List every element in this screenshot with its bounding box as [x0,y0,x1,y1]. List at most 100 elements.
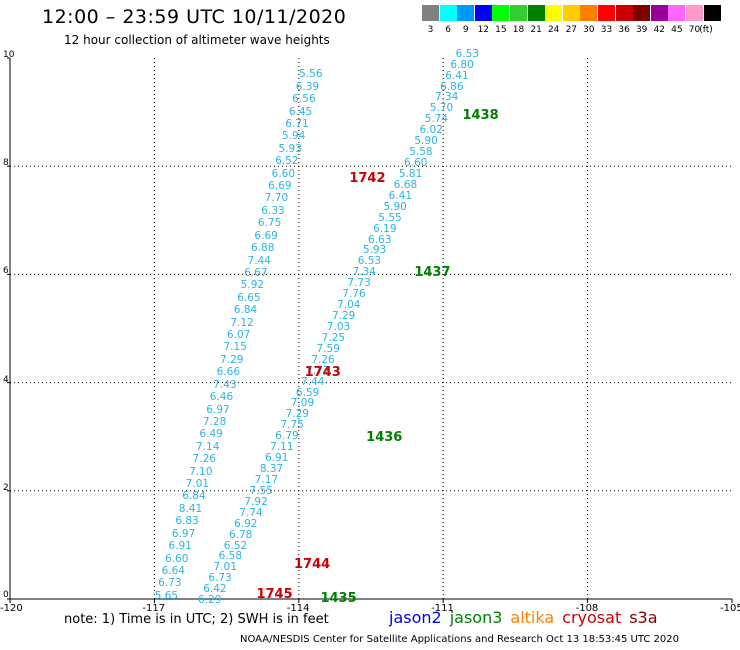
color-scale-label: 27 [565,25,578,35]
pass-time-label: 1743 [304,364,341,380]
wave-height-value: 5.55 [378,211,402,224]
wave-height-value: 7.29 [220,353,244,366]
y-tick-label: 6 [3,266,9,277]
wave-height-value: 6.60 [404,157,428,170]
wave-height-value: 6.53 [357,255,382,268]
wave-height-value: 7.73 [347,277,371,290]
color-scale-label: 36 [618,25,630,35]
x-tick-label: -117 [142,603,166,614]
color-scale-label: 39 [635,25,648,35]
wave-height-value: 7.26 [311,353,335,366]
wave-height-value: 7.12 [230,316,254,329]
wave-height-value: 8.41 [178,502,203,515]
satellite-legend-jason3: jason3 [449,608,503,627]
wave-height-value: 6.83 [175,515,199,528]
wave-height-value: 6.46 [209,391,234,404]
wave-height-value: 6.39 [295,80,320,93]
y-tick-label: 8 [3,158,9,169]
wave-height-value: 7.17 [254,473,279,486]
wave-height-value: 7.26 [192,453,216,466]
wave-height-value: 5.65 [154,589,179,602]
color-scale-label: 45 [671,25,683,35]
wave-height-value: 6.97 [171,527,196,540]
wave-height-value: 7.34 [352,266,376,279]
pass-time-label: 1744 [293,556,331,572]
wave-height-value: 6.67 [244,266,268,279]
wave-height-value: 6.84 [233,304,258,317]
wave-height-value: 5.90 [383,200,407,213]
pass-time-label: 1436 [366,430,403,446]
wave-height-value: 6.88 [250,242,275,255]
wave-height-value: 8.37 [259,463,284,476]
wave-height-value: 5.93 [362,244,387,257]
wave-height-value: 6.19 [373,222,397,235]
color-scale-label: 15 [495,25,507,35]
page-title: 12:00 – 23:59 UTC 10/11/2020 [42,6,347,28]
wave-height-value: 7.76 [342,288,366,301]
wave-height-value: 7.10 [189,465,213,478]
wave-height-value: 7.28 [202,415,227,428]
wave-height-value: 6.07 [226,329,251,342]
wave-height-value: 5.90 [414,135,438,148]
wave-height-value: 5.56 [299,68,323,81]
wave-height-value: 6.33 [261,204,285,217]
color-scale-label: 42 [653,25,666,35]
color-scale-swatch [510,5,527,21]
wave-height-value: 6.29 [198,594,222,607]
color-scale-label: 18 [512,25,525,35]
wave-height-value: 6.52 [223,539,248,552]
wave-height-value: 6.53 [455,47,479,60]
color-scale-swatch [633,5,651,21]
satellite-legend-s3a: s3a [629,608,658,627]
pass-time-label: 1438 [462,108,499,124]
wave-height-value: 7.70 [264,192,289,205]
color-scale-swatch [615,5,633,21]
wave-height-value: 6.52 [275,155,299,168]
wave-height-value: 7.25 [321,331,346,344]
wave-height-value: 6.84 [182,490,206,503]
color-scale-swatch [439,5,457,21]
pass-time-label: 1745 [256,587,293,603]
wave-height-value: 6.41 [388,189,413,202]
satellite-legend: jason2 jason3 altika cryosat s3a [389,608,666,627]
wave-height-value: 7.04 [337,299,361,312]
wave-height-value: 6.60 [271,167,296,180]
wave-height-value: 6.68 [393,178,418,191]
color-scale-label: 30 [583,25,595,35]
color-scale-swatch [422,5,439,21]
x-tick-label: -105 [720,603,740,614]
wave-height-value: 6.91 [265,452,289,465]
color-scale-swatch [492,5,510,21]
wave-height-value: 6.78 [228,528,253,541]
wave-height-value: 6.71 [285,117,309,130]
color-scale-label: 12 [477,25,490,35]
color-scale-swatch [457,5,475,21]
footer-credit: NOAA/NESDIS Center for Satellite Applica… [240,634,679,645]
color-scale-label: 24 [547,25,560,35]
wave-height-value: 7.15 [223,341,247,354]
wave-height-value: 6.56 [292,93,316,106]
wave-height-value: 7.77 [306,364,330,377]
color-scale-swatch [668,5,686,21]
wave-height-value: 6.41 [445,69,469,82]
pass-time-label: 1742 [349,170,386,186]
wave-height-value: 6.49 [199,428,223,441]
wave-height-value: 7.01 [213,561,237,574]
page-subtitle: 12 hour collection of altimeter wave hei… [64,33,330,47]
wave-height-value: 7.44 [247,254,271,267]
color-scale-swatch [474,5,492,21]
satellite-legend-cryosat: cryosat [562,608,622,627]
wave-height-value: 7.34 [434,91,459,104]
wave-height-value: 7.75 [280,419,304,432]
wave-height-value: 6.64 [161,565,185,577]
wave-height-value: 7.59 [316,342,340,355]
wave-height-value: 6.45 [288,105,313,118]
x-tick-label: -108 [575,603,599,614]
color-scale-swatch [562,5,580,21]
satellite-legend-jason2: jason2 [389,608,442,627]
wave-height-value: 6.42 [203,583,227,596]
wave-height-value: 6.63 [368,233,392,246]
wave-height-value: 7.92 [244,495,268,508]
wave-height-value: 5.58 [409,146,433,159]
wave-height-value: 7.14 [195,440,220,453]
